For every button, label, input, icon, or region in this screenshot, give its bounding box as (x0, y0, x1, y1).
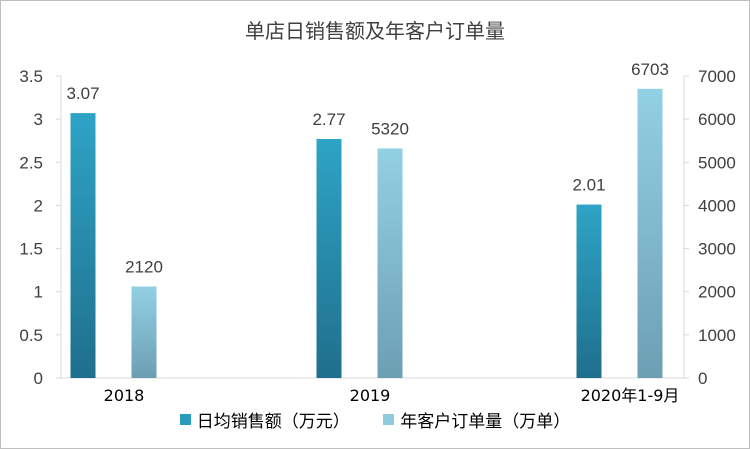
right-tick-label: 3000 (698, 240, 736, 259)
left-tick-label: 1 (34, 283, 43, 302)
data-label-orders: 6703 (631, 60, 669, 79)
bar-orders (637, 88, 663, 379)
right-tick-label: 2000 (698, 283, 736, 302)
legend-label-sales: 日均销售额（万元） (196, 412, 350, 432)
bars (70, 88, 663, 379)
left-tick-label: 3 (34, 110, 43, 129)
data-labels: 3.07 2120 2.77 5320 2.01 6703 (66, 60, 668, 277)
left-tick-label: 2 (34, 196, 43, 215)
category-label: 2018 (104, 386, 145, 405)
data-label-sales: 2.01 (572, 176, 605, 195)
data-label-sales: 2.77 (312, 110, 345, 129)
legend: 日均销售额（万元） 年客户订单量（万单） (1, 407, 749, 432)
left-tick-label: 2.5 (19, 153, 43, 172)
data-label-sales: 3.07 (66, 84, 99, 103)
chart-title: 单店日销售额及年客户订单量 (245, 19, 505, 43)
left-tick-label: 0.5 (19, 326, 43, 345)
legend-swatch-orders (383, 414, 395, 425)
data-label-orders: 2120 (125, 258, 163, 277)
bar-sales (576, 204, 602, 378)
legend-item-sales: 日均销售额（万元） (179, 407, 350, 432)
legend-label-orders: 年客户订单量（万单） (400, 412, 571, 432)
bar-sales (316, 138, 342, 378)
bar-orders (377, 148, 403, 378)
left-axis: 0 0.5 1 1.5 2 2.5 3 3.5 (19, 67, 684, 388)
right-tick-label: 6000 (698, 110, 736, 129)
right-tick-label: 4000 (698, 196, 736, 215)
left-tick-label: 1.5 (19, 240, 43, 259)
right-tick-label: 0 (698, 369, 707, 388)
left-tick-label: 3.5 (19, 67, 43, 86)
category-labels: 2018 2019 2020年1-9月 (104, 386, 680, 405)
category-label: 2019 (350, 386, 391, 405)
right-tick-label: 1000 (698, 326, 736, 345)
legend-item-orders: 年客户订单量（万单） (383, 407, 570, 432)
right-tick-label: 5000 (698, 153, 736, 172)
bar-sales (70, 113, 96, 379)
category-label: 2020年1-9月 (581, 386, 680, 405)
left-tick-label: 0 (34, 369, 43, 388)
right-tick-label: 7000 (698, 67, 736, 86)
right-axis: 0 1000 2000 3000 4000 5000 6000 7000 (683, 67, 736, 388)
legend-swatch-sales (179, 414, 191, 425)
bar-orders (131, 286, 157, 378)
data-label-orders: 5320 (371, 119, 409, 138)
